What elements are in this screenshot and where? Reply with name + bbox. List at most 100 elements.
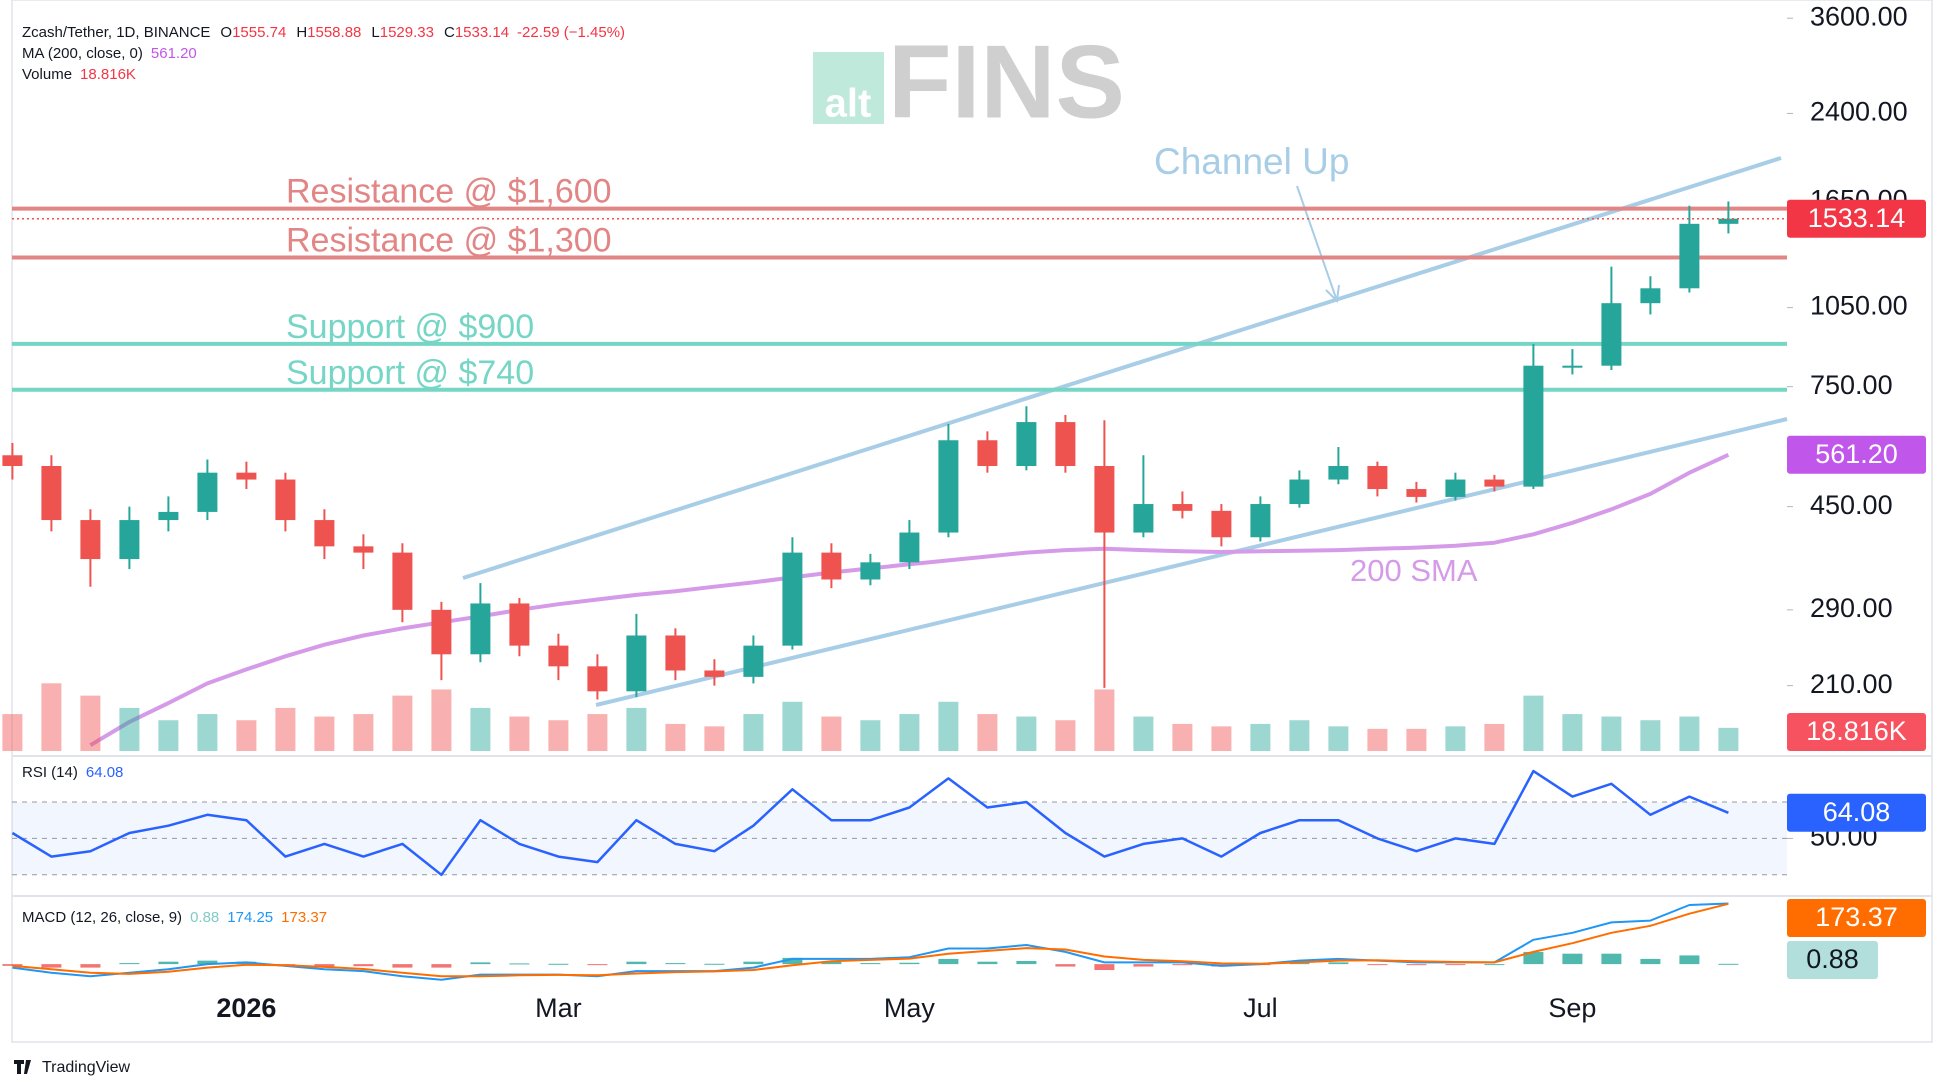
volume-bar xyxy=(860,720,881,751)
legend-item: 1558.88 xyxy=(307,24,361,41)
y-tick-label: 1050.00 xyxy=(1810,291,1908,321)
candle-body xyxy=(314,520,335,547)
volume-bar xyxy=(470,707,491,751)
candle-body xyxy=(236,472,257,480)
macd-histogram-bar xyxy=(626,961,647,965)
legend-line: Volume 18.816K xyxy=(22,66,136,83)
candle-body xyxy=(1601,303,1622,366)
volume-bar xyxy=(41,683,62,751)
volume-bar xyxy=(1640,720,1661,751)
volume-bar xyxy=(1211,726,1232,751)
candle-body xyxy=(1016,422,1037,466)
volume-bar xyxy=(899,714,920,751)
watermark: alt FINS xyxy=(813,24,1125,140)
volume-bar xyxy=(1367,728,1388,751)
legend-item: L xyxy=(371,24,379,41)
volume-bar xyxy=(1445,726,1466,751)
price-badge-label: 1533.14 xyxy=(1808,203,1906,233)
volume-bar xyxy=(1523,695,1544,751)
candle-body xyxy=(1094,465,1115,533)
candle-body xyxy=(1562,365,1583,368)
macd-histogram-bar xyxy=(938,958,959,965)
candle-body xyxy=(119,520,140,560)
legend-item: O xyxy=(220,24,232,41)
volume-bar xyxy=(1055,720,1076,751)
macd-histogram-bar xyxy=(392,964,413,968)
macd-histogram-bar xyxy=(1055,964,1076,967)
volume-bar xyxy=(314,716,335,751)
macd-histogram-bar xyxy=(548,963,569,965)
candle-body xyxy=(860,562,881,580)
y-tick-label: 450.00 xyxy=(1810,490,1893,520)
volume-bar xyxy=(938,701,959,751)
volume-bar xyxy=(353,714,374,751)
candle-body xyxy=(1445,479,1466,497)
macd-histogram-bar xyxy=(1679,955,1700,965)
candle-body xyxy=(1367,465,1388,490)
legend-item: 174.25 xyxy=(227,909,273,926)
candle-body xyxy=(1523,365,1544,487)
candle-body xyxy=(470,603,491,655)
price-badge xyxy=(1787,713,1926,751)
volume-bar xyxy=(509,716,530,751)
y-tick-label: 2400.00 xyxy=(1810,97,1908,127)
legend-line: RSI (14) 64.08 xyxy=(22,764,123,781)
macd-histogram-bar xyxy=(431,964,452,968)
legend-item: 1555.74 xyxy=(232,24,286,41)
volume-bar xyxy=(821,716,842,751)
candle-body xyxy=(1250,504,1271,538)
candle-body xyxy=(509,603,530,646)
price-badge xyxy=(1787,941,1878,979)
legend-line: MA (200, close, 0) 561.20 xyxy=(22,45,197,62)
candle-body xyxy=(1640,288,1661,304)
macd-histogram-bar xyxy=(470,962,491,965)
macd-histogram-bar xyxy=(1523,951,1544,965)
candle-body xyxy=(1679,223,1700,289)
volume-bar xyxy=(587,714,608,751)
legend-item: 173.37 xyxy=(281,909,327,926)
volume-bar xyxy=(392,695,413,751)
macd-histogram-bar xyxy=(1367,964,1388,966)
candle-body xyxy=(587,666,608,692)
channel-upper xyxy=(462,156,1782,580)
macd-histogram-bar xyxy=(977,961,998,965)
macd-histogram-bar xyxy=(353,964,374,967)
series-label: 200 SMA xyxy=(1350,553,1478,588)
volume-bar xyxy=(2,714,23,751)
legend-item: Volume xyxy=(22,66,72,83)
x-tick-label: Sep xyxy=(1548,993,1596,1023)
macd-histogram-bar xyxy=(821,961,842,965)
macd-histogram-bar xyxy=(1328,962,1349,965)
rsi-band xyxy=(12,802,1787,875)
volume-bar xyxy=(119,707,140,751)
legend-item: 1529.33 xyxy=(380,24,434,41)
y-tick-label: 750.00 xyxy=(1810,370,1893,400)
volume-bar xyxy=(1679,716,1700,751)
volume-bar xyxy=(665,723,686,751)
candle-body xyxy=(704,670,725,677)
volume-bar xyxy=(1562,714,1583,751)
legend-item: Zcash/Tether, 1D, BINANCE xyxy=(22,24,210,41)
legend-line: MACD (12, 26, close, 9) 0.88 174.25 173.37 xyxy=(22,909,327,926)
volume-bar xyxy=(431,689,452,751)
volume-bar xyxy=(743,714,764,751)
macd-histogram-bar xyxy=(1016,960,1037,965)
volume-bar xyxy=(977,714,998,751)
legend-item: C xyxy=(444,24,455,41)
candle-body xyxy=(353,546,374,553)
watermark-prefix: alt xyxy=(825,82,872,126)
volume-bar xyxy=(275,707,296,751)
macd-histogram-bar xyxy=(41,964,62,968)
level-label: Support @ $900 xyxy=(286,308,534,346)
macd-histogram-bar xyxy=(665,963,686,965)
candle-body xyxy=(197,472,218,512)
candle-body xyxy=(1718,218,1739,224)
price-badge xyxy=(1787,435,1926,474)
legend-item: 64.08 xyxy=(86,764,124,781)
volume-bar xyxy=(704,726,725,751)
macd-histogram-bar xyxy=(314,964,335,967)
macd-histogram-bar xyxy=(119,963,140,965)
legend-item: H xyxy=(296,24,307,41)
volume-bar xyxy=(782,701,803,751)
